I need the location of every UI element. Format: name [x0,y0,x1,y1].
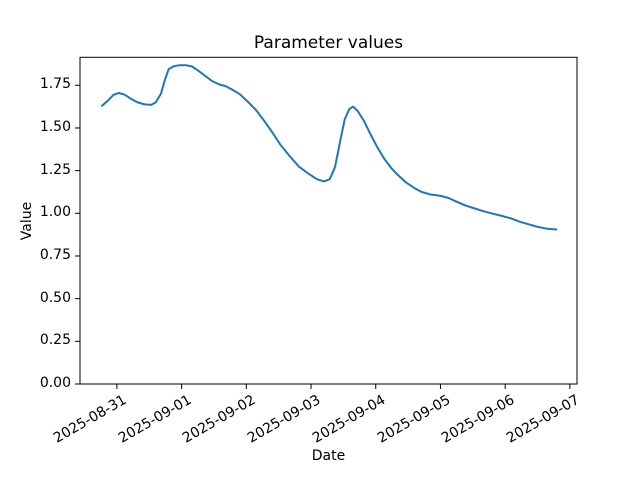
y-tick-label: 0.75 [39,246,71,263]
y-tick-label: 1.75 [39,76,71,93]
chart-title: Parameter values [253,33,404,53]
y-tick-label: 1.00 [39,204,71,221]
y-tick-label: 0.25 [39,332,71,349]
axes-box [79,56,578,385]
y-tick-label: 1.50 [39,118,71,135]
y-tick-label: 0.00 [39,375,71,391]
data-line-parameter-value [101,64,558,231]
y-tick-label: 0.50 [39,289,71,306]
x-axis-label: Date [311,448,346,464]
y-tick-label: 1.25 [39,161,71,178]
